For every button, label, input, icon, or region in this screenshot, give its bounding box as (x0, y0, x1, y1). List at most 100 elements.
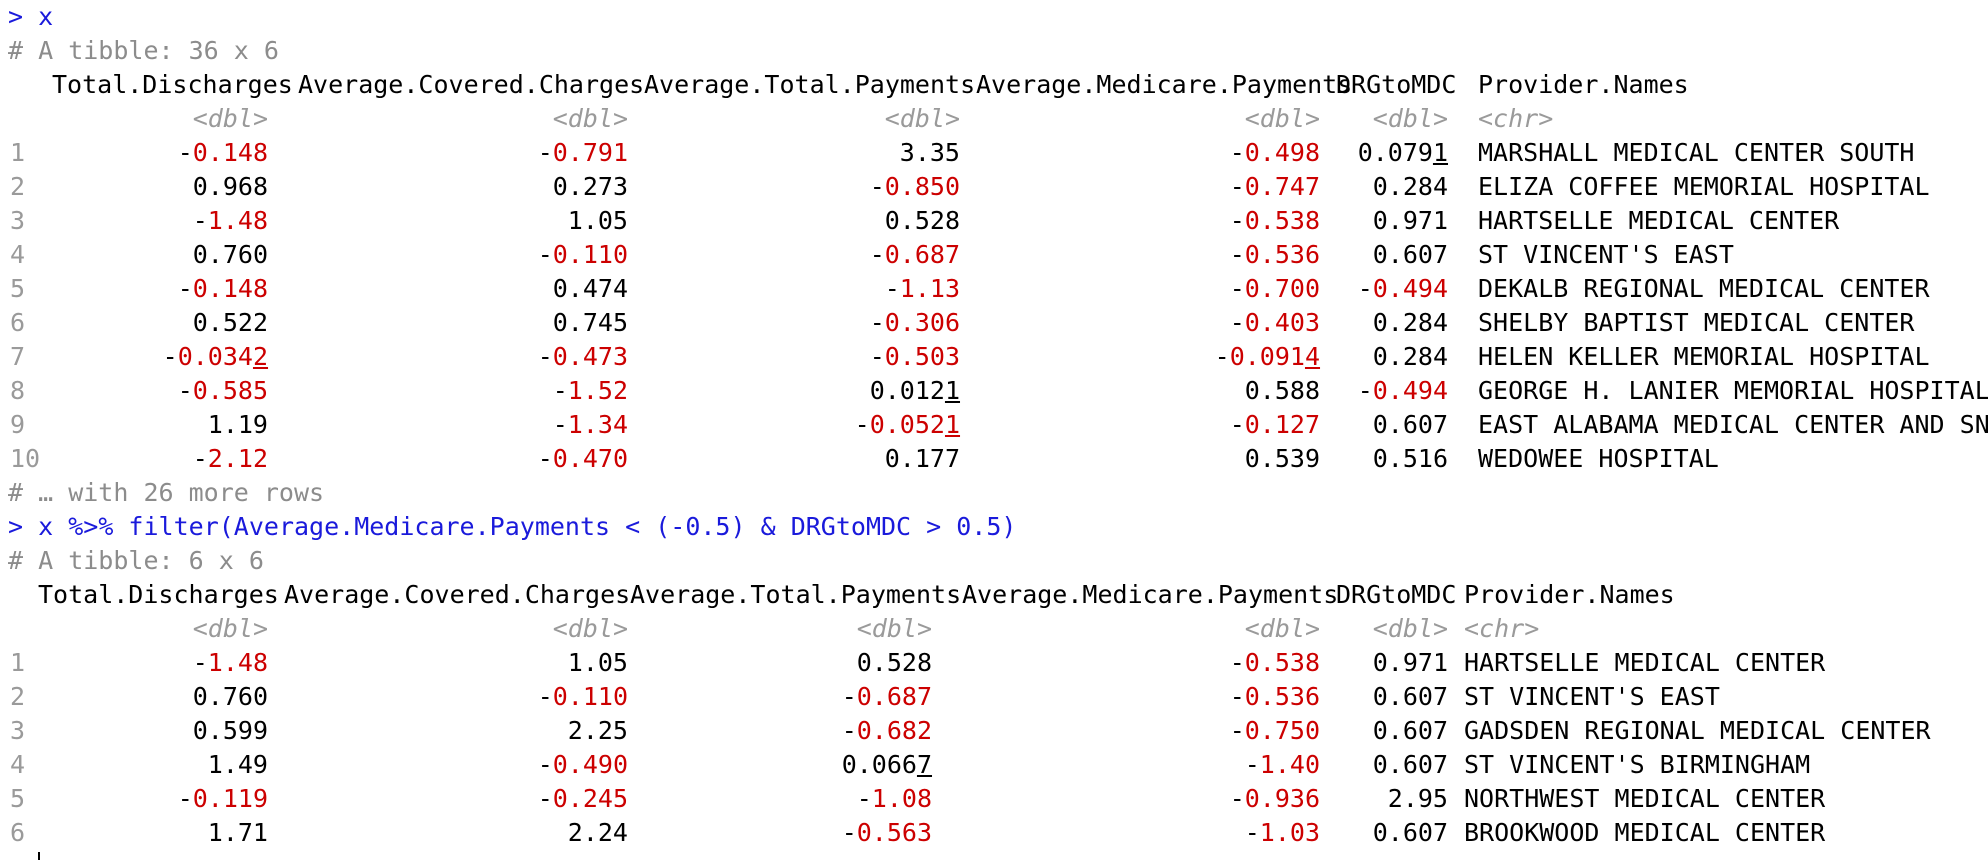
column-header-average-total-payments: Average.Total.Payments (630, 580, 962, 609)
cell-value: -1.03 (1244, 818, 1321, 847)
cell-value: -0.0342 (162, 342, 269, 371)
cell-value: 0.599 (192, 716, 268, 745)
provider-name: HARTSELLE MEDICAL CENTER (1478, 206, 1840, 235)
row-index: 10 (10, 444, 41, 473)
type-hint: <dbl> (552, 104, 628, 133)
cell-value: -0.494 (1357, 376, 1449, 405)
cell-value: -0.494 (1357, 274, 1449, 303)
table-row: 4 1.49 -0.490 0.0667 -1.40 0.607 ST VINCENT'S … (8, 748, 1988, 782)
cell-value: 0.528 (856, 648, 932, 677)
provider-name: ST VINCENT'S BIRMINGHAM (1464, 750, 1811, 779)
row-index: 6 (10, 818, 26, 847)
prompt: > (8, 2, 24, 31)
cell-value: 0.177 (884, 444, 960, 473)
column-header-total-discharges: Total.Discharges (52, 70, 293, 99)
column-header-average-covered-charges: Average.Covered.Charges (284, 580, 631, 609)
provider-name: GADSDEN REGIONAL MEDICAL CENTER (1464, 716, 1931, 745)
type-hint: <chr> (1478, 104, 1554, 133)
table-row: 10 -2.12 -0.470 0.177 0.539 0.516 WEDOWEE HOSP… (8, 442, 1988, 476)
column-header-row: Total.Discharges Average.Covered.Charges A… (8, 578, 1988, 612)
cell-value: 0.745 (552, 308, 628, 337)
provider-name: BROOKWOOD MEDICAL CENTER (1464, 818, 1826, 847)
cell-value: 0.539 (1244, 444, 1320, 473)
table-row: 1 -0.148 -0.791 3.35 -0.498 0.0791 MARSHALL ME… (8, 136, 1988, 170)
cell-value: 0.0791 (1357, 138, 1449, 167)
column-header-average-covered-charges: Average.Covered.Charges (298, 70, 645, 99)
column-header-row: Total.Discharges Average.Covered.Charges A… (8, 68, 1988, 102)
row-index: 2 (10, 682, 26, 711)
cell-value: 0.607 (1372, 682, 1448, 711)
cell-value: -1.48 (192, 206, 269, 235)
cell-value: 1.19 (207, 410, 268, 439)
cell-value: -0.503 (869, 342, 961, 371)
cell-value: 0.607 (1372, 716, 1448, 745)
table-row: 7 -0.0342 -0.473 -0.503 -0.0914 0.284 HELEN KE… (8, 340, 1988, 374)
type-hint: <dbl> (1244, 614, 1320, 643)
cell-value: -0.563 (841, 818, 933, 847)
provider-name: SHELBY BAPTIST MEDICAL CENTER (1478, 308, 1915, 337)
cell-value: 0.284 (1372, 172, 1448, 201)
column-header-average-medicare-payments: Average.Medicare.Payments (962, 580, 1339, 609)
cell-value: -0.127 (1229, 410, 1321, 439)
command-line-1: > x (8, 0, 1988, 34)
cell-value: -0.936 (1229, 784, 1321, 813)
cell-value: -0.700 (1229, 274, 1321, 303)
row-index: 4 (10, 750, 26, 779)
row-index: 7 (10, 342, 26, 371)
type-hint: <dbl> (192, 104, 268, 133)
provider-name: ST VINCENT'S EAST (1478, 240, 1734, 269)
cell-value: 1.71 (207, 818, 268, 847)
type-hint: <dbl> (552, 614, 628, 643)
provider-name: NORTHWEST MEDICAL CENTER (1464, 784, 1826, 813)
type-hint: <dbl> (884, 104, 960, 133)
type-hint: <dbl> (192, 614, 268, 643)
column-header-provider-names: Provider.Names (1478, 70, 1689, 99)
cell-value: -0.306 (869, 308, 961, 337)
tibble-header-2: # A tibble: 6 x 6 (8, 546, 264, 575)
cell-value: 2.24 (567, 818, 628, 847)
cell-value: -1.34 (552, 410, 629, 439)
cell-value: -1.13 (884, 274, 961, 303)
cell-value: 0.528 (884, 206, 960, 235)
cell-value: -0.536 (1229, 682, 1321, 711)
row-index: 3 (10, 206, 26, 235)
cell-value: 1.05 (567, 648, 628, 677)
table-row: 9 1.19 -1.34 -0.0521 -0.127 0.607 EAST ALABAMA… (8, 408, 1988, 442)
row-index: 3 (10, 716, 26, 745)
table-row: 3 -1.48 1.05 0.528 -0.538 0.971 HARTSELLE MEDI… (8, 204, 1988, 238)
row-index: 5 (10, 274, 26, 303)
cell-value: 0.607 (1372, 750, 1448, 779)
command-text: x (38, 2, 54, 31)
cell-value: 3.35 (899, 138, 960, 167)
column-header-total-discharges: Total.Discharges (38, 580, 279, 609)
table-1-body: 1 -0.148 -0.791 3.35 -0.498 0.0791 MARSHALL ME… (8, 136, 1988, 476)
cell-value: 0.588 (1244, 376, 1320, 405)
table-row: 8 -0.585 -1.52 0.0121 0.588 -0.494 GEORGE H. L… (8, 374, 1988, 408)
provider-name: ELIZA COFFEE MEMORIAL HOSPITAL (1478, 172, 1930, 201)
provider-name: EAST ALABAMA MEDICAL CENTER AND SNF (1478, 410, 1988, 439)
cell-value: -0.148 (177, 274, 269, 303)
column-header-drgtomdc: DRGtoMDC (1336, 70, 1457, 99)
cell-value: -0.750 (1229, 716, 1321, 745)
cell-value: -2.12 (192, 444, 269, 473)
cell-value: 0.0121 (869, 376, 961, 405)
command-text: x %>% filter(Average.Medicare.Payments <… (38, 512, 1017, 541)
cell-value: 0.607 (1372, 410, 1448, 439)
cell-value: 0.273 (552, 172, 628, 201)
provider-name: MARSHALL MEDICAL CENTER SOUTH (1478, 138, 1915, 167)
cell-value: -0.403 (1229, 308, 1321, 337)
column-header-average-medicare-payments: Average.Medicare.Payments (976, 70, 1353, 99)
cell-value: -0.538 (1229, 206, 1321, 235)
row-index: 5 (10, 784, 26, 813)
cell-value: 0.607 (1372, 818, 1448, 847)
cell-value: 0.760 (192, 240, 268, 269)
provider-name: HELEN KELLER MEMORIAL HOSPITAL (1478, 342, 1930, 371)
cell-value: -0.119 (177, 784, 269, 813)
provider-name: GEORGE H. LANIER MEMORIAL HOSPITAL (1478, 376, 1988, 405)
cell-value: 2.95 (1387, 784, 1448, 813)
provider-name: HARTSELLE MEDICAL CENTER (1464, 648, 1826, 677)
cell-value: -0.148 (177, 138, 269, 167)
row-index: 4 (10, 240, 26, 269)
prompt: > (8, 512, 24, 541)
